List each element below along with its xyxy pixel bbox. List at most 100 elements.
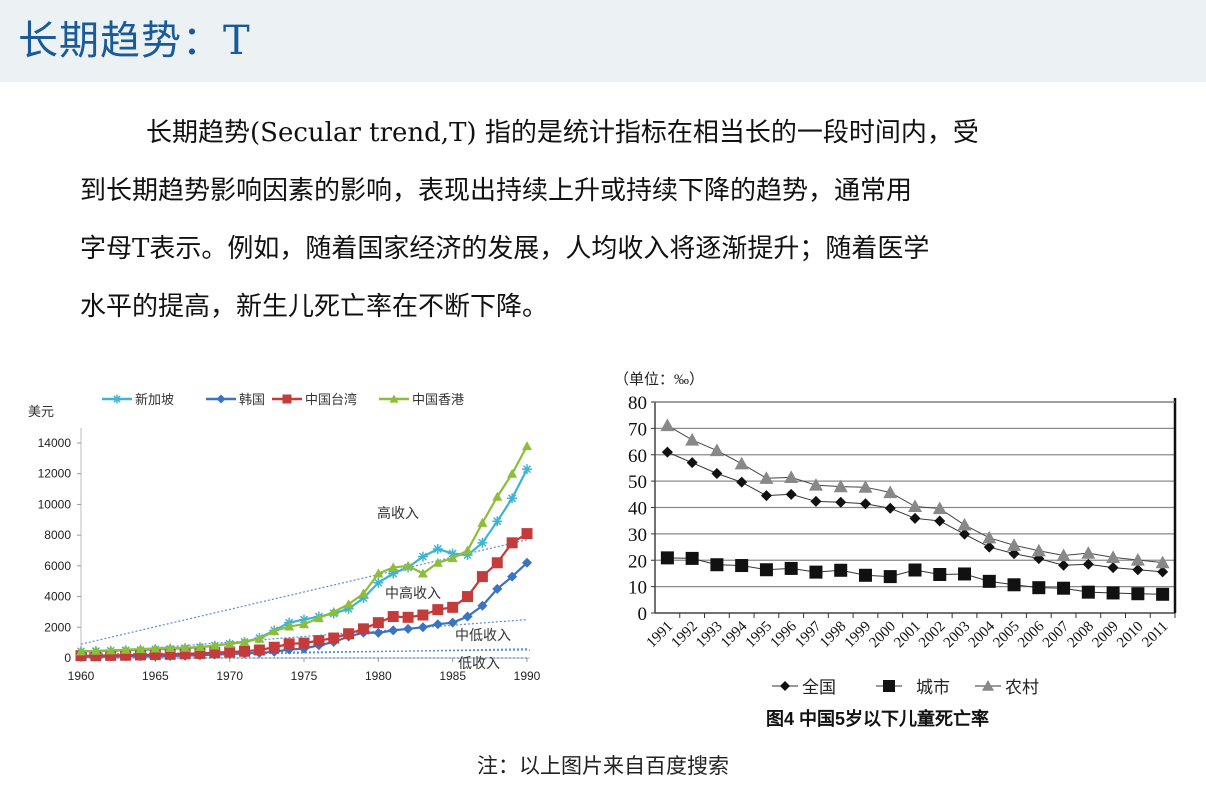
legend-label: 城市 xyxy=(916,678,950,697)
data-point xyxy=(343,599,354,609)
data-point xyxy=(269,626,280,636)
data-point xyxy=(958,567,972,581)
data-point xyxy=(135,644,146,654)
data-point xyxy=(432,604,444,616)
data-point xyxy=(709,443,724,457)
chart-legend: 新加坡 韩国 中国台湾 中国香港 xyxy=(102,392,464,407)
data-point xyxy=(1008,548,1020,560)
y-tick-label: 4000 xyxy=(44,590,71,604)
x-tick-label: 1960 xyxy=(68,669,95,683)
series-全国 xyxy=(661,446,1169,578)
y-tick-label: 0 xyxy=(64,651,71,665)
source-note: 注：以上图片来自百度搜索 xyxy=(477,754,729,778)
data-point xyxy=(477,600,488,611)
x-tick-label: 1991 xyxy=(644,619,677,652)
data-point xyxy=(150,643,161,653)
y-tick-label: 14000 xyxy=(38,436,72,450)
data-point xyxy=(447,553,458,563)
data-point xyxy=(507,571,518,582)
data-point xyxy=(417,568,428,578)
x-tick-label: 2007 xyxy=(1040,618,1073,651)
x-tick-label: 2004 xyxy=(966,618,999,651)
x-tick-label: 2010 xyxy=(1114,619,1147,652)
data-point xyxy=(373,568,384,578)
data-point xyxy=(417,622,428,633)
x-tick-label: 2003 xyxy=(941,619,974,652)
data-point xyxy=(253,644,265,656)
data-point xyxy=(1058,559,1070,571)
data-point xyxy=(1081,585,1095,599)
data-point xyxy=(834,563,848,577)
data-point xyxy=(711,467,723,479)
data-point xyxy=(932,501,947,515)
data-point xyxy=(254,633,265,643)
data-point xyxy=(90,650,102,662)
data-point xyxy=(105,645,116,655)
income-level-annotation: 中高收入 xyxy=(385,585,441,601)
y-tick-label: 40 xyxy=(628,499,647,520)
data-point xyxy=(1132,564,1144,576)
data-point xyxy=(387,611,399,623)
slide-title: 长期趋势：T xyxy=(18,18,251,64)
data-point xyxy=(120,644,131,654)
data-point xyxy=(1106,550,1121,563)
data-point xyxy=(403,560,414,570)
data-point xyxy=(194,647,206,659)
data-point xyxy=(735,559,749,573)
income-chart-svg: 美元 0 2000 4000 6000 8000 10000 12000 14000 1960 19… xyxy=(28,392,541,683)
data-point xyxy=(164,648,176,660)
mortality-chart-svg: （单位：‰）0102030405060708019911992199319941… xyxy=(614,371,1177,729)
data-point xyxy=(75,650,87,662)
data-point xyxy=(884,502,896,514)
y-tick-label: 2000 xyxy=(44,620,71,634)
y-tick-label: 6000 xyxy=(44,559,71,573)
data-point xyxy=(983,541,995,553)
data-point xyxy=(1057,581,1071,595)
y-tick-label: 8000 xyxy=(44,528,71,542)
data-point xyxy=(462,611,473,622)
data-point xyxy=(1081,546,1096,559)
data-point xyxy=(477,517,488,527)
data-point xyxy=(388,625,399,636)
data-point xyxy=(1130,552,1145,566)
data-point xyxy=(492,491,503,501)
data-point xyxy=(417,609,429,621)
data-point xyxy=(373,627,384,638)
data-point xyxy=(432,557,443,567)
y-tick-label: 20 xyxy=(628,551,647,572)
legend-marker-icon xyxy=(282,394,292,404)
data-point xyxy=(833,479,848,493)
data-point xyxy=(522,557,532,568)
data-point xyxy=(432,543,443,554)
data-point xyxy=(759,563,773,577)
data-point xyxy=(507,493,518,504)
legend-label: 中国台湾 xyxy=(305,392,357,407)
data-point xyxy=(858,568,872,582)
x-tick-label: 1980 xyxy=(365,669,392,683)
data-point xyxy=(491,557,503,569)
data-point xyxy=(299,619,309,629)
data-point xyxy=(522,464,532,475)
data-point xyxy=(660,418,675,432)
data-point xyxy=(858,480,873,493)
data-point xyxy=(760,490,772,502)
legend-label: 新加坡 xyxy=(135,392,174,407)
data-point xyxy=(328,632,340,644)
paragraph-line: 长期趋势(Secular trend,T) 指的是统计指标在相当长的一段时间内，… xyxy=(146,118,979,148)
data-point xyxy=(284,621,295,631)
paragraph-line: 字母T表示。例如，随着国家经济的发展，人均收入将逐渐提升；随着医学 xyxy=(80,234,930,264)
y-axis-label: 美元 xyxy=(28,404,54,419)
data-point xyxy=(1007,538,1022,551)
data-point xyxy=(194,641,205,651)
data-point xyxy=(1155,555,1170,569)
x-tick-label: 1995 xyxy=(743,619,776,652)
data-point xyxy=(298,637,310,649)
data-point xyxy=(149,649,161,661)
data-point xyxy=(808,478,823,491)
child-mortality-chart: （单位：‰） 0 10 20 30 40 50 60 70 80 1991 1992 1993 1994 1… xyxy=(604,366,1188,736)
data-point xyxy=(120,649,132,661)
data-point xyxy=(477,537,488,548)
data-point xyxy=(507,468,518,478)
series-农村 xyxy=(660,418,1170,569)
data-point xyxy=(1031,543,1046,557)
